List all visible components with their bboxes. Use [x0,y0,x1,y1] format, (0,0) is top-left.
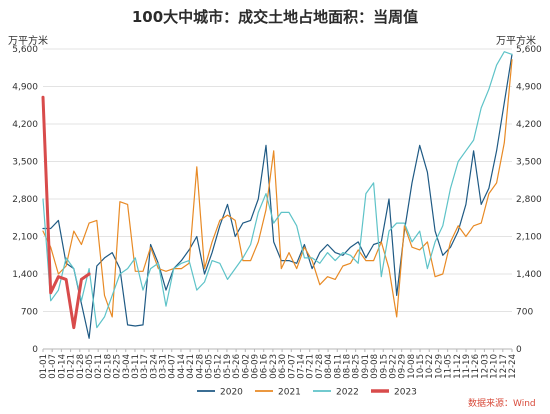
x-tick-label: 11-12 [453,354,463,379]
x-tick-label: 05-26 [232,354,242,379]
legend-label-2020: 2020 [220,388,243,398]
x-tick-label: 01-14 [57,354,67,379]
x-tick-label: 07-07 [287,354,297,379]
x-tick-label: 05-12 [214,354,224,379]
x-tick-label: 09-08 [370,354,380,379]
x-tick-label: 10-29 [434,354,444,379]
x-tick-label: 03-11 [131,354,141,379]
x-tick-label: 05-05 [205,354,215,379]
legend-label-2022: 2022 [336,388,359,398]
y-tick-label-left: 700 [21,308,38,318]
x-tick-label: 07-21 [306,354,316,379]
y-tick-label-left: 2,100 [12,233,38,243]
x-tick-label: 10-08 [407,354,417,379]
y-axis-unit-left: 万平方米 [8,36,48,47]
x-tick-label: 01-21 [67,354,77,379]
x-tick-label: 02-11 [94,354,104,379]
x-tick-label: 07-14 [296,354,306,379]
x-tick-label: 03-31 [159,354,169,379]
y-tick-label-left: 1,400 [12,270,38,280]
x-tick-label: 06-30 [278,354,288,379]
series-line-2023 [41,95,91,330]
x-tick-label: 12-10 [490,354,500,379]
x-tick-label: 01-07 [48,354,58,379]
y-tick-label-left: 3,500 [12,158,38,168]
x-tick-label: 12-24 [508,354,518,379]
x-tick-label: 03-24 [149,354,159,379]
y-tick-label-right: 1,400 [516,270,542,280]
x-tick-label: 04-07 [168,354,178,379]
y-tick-label-right: 4,900 [516,83,542,93]
x-tick-label: 03-17 [140,354,150,379]
x-tick-label: 11-19 [462,354,472,379]
y-tick-label-right: 700 [516,308,533,318]
y-tick-label-right: 5,600 [516,45,542,55]
x-tick-label: 02-05 [85,354,95,379]
x-tick-label: 04-28 [195,354,205,379]
legend-label-2023: 2023 [394,388,417,398]
x-tick-label: 12-17 [499,354,509,379]
x-tick-label: 08-18 [342,354,352,379]
y-tick-label-right: 2,800 [516,195,542,205]
x-tick-label: 05-19 [223,354,233,379]
x-tick-label: 06-09 [251,354,261,379]
x-tick-label: 04-21 [186,354,196,379]
x-tick-label: 11-26 [471,354,481,379]
x-tick-label: 04-14 [177,354,187,379]
y-axis-unit-right: 万平方米 [496,36,536,47]
x-tick-label: 10-15 [416,354,426,379]
y-tick-label-left: 4,200 [12,120,38,130]
legend-label-2021: 2021 [278,388,301,398]
x-tick-label: 06-23 [269,354,279,379]
y-tick-label-right: 4,200 [516,120,542,130]
x-tick-label: 09-15 [379,354,389,379]
x-tick-label: 09-22 [388,354,398,379]
series-line-2020 [42,53,513,339]
y-tick-label-left: 4,900 [12,83,38,93]
x-tick-label: 03-04 [122,354,132,379]
x-tick-label: 08-04 [324,354,334,379]
x-tick-label: 07-28 [315,354,325,379]
y-tick-label-left: 2,800 [12,195,38,205]
series-line-2022 [42,51,513,329]
series-line-2021 [42,59,513,318]
x-tick-label: 06-02 [241,354,251,379]
y-tick-label-left: 5,600 [12,45,38,55]
x-tick-label: 10-22 [425,354,435,379]
y-tick-label-right: 2,100 [516,233,542,243]
x-tick-label: 09-01 [361,354,371,379]
x-tick-label: 11-05 [444,354,454,379]
x-tick-label: 01-01 [39,354,49,379]
x-tick-label: 09-29 [398,354,408,379]
x-tick-label: 02-18 [103,354,113,379]
x-tick-label: 02-25 [113,354,123,379]
x-tick-label: 08-11 [333,354,343,379]
x-tick-label: 01-28 [76,354,86,379]
chart-title: 100大中城市：成交土地占地面积：当周值 [131,8,419,26]
x-tick-label: 08-25 [352,354,362,379]
x-tick-label: 06-16 [260,354,270,379]
source-note: 数据来源：Wind [468,399,536,409]
x-tick-label: 12-03 [480,354,490,379]
y-tick-label-right: 3,500 [516,158,542,168]
y-tick-label-left: 0 [32,345,38,355]
y-tick-label-right: 0 [516,345,522,355]
